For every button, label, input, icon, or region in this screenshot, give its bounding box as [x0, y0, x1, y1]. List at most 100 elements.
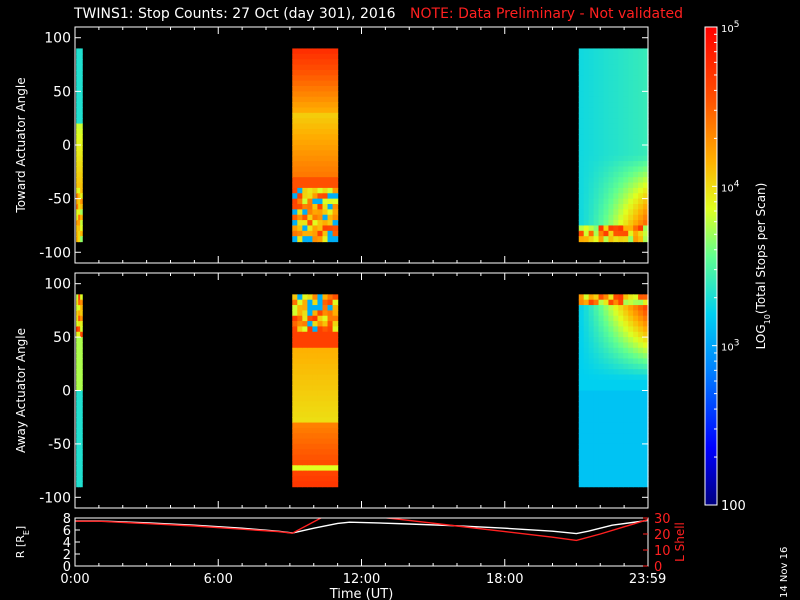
heatmap-cell — [302, 69, 308, 76]
heatmap-cell — [633, 475, 639, 482]
heatmap-cell — [78, 475, 81, 482]
heatmap-cell — [638, 395, 644, 402]
heatmap-cell — [598, 347, 605, 354]
heatmap-cell — [292, 155, 298, 162]
heatmap-cell — [628, 427, 634, 434]
heatmap-cell — [608, 401, 614, 408]
heatmap-cell — [593, 401, 600, 408]
heatmap-cell — [332, 406, 339, 413]
heatmap-cell — [633, 128, 639, 135]
heatmap-cell — [638, 406, 644, 413]
heatmap-cell — [76, 48, 79, 55]
heatmap-cell — [76, 128, 79, 135]
heatmap-cell — [638, 161, 644, 168]
heatmap-cell — [598, 198, 605, 205]
heatmap-cell — [643, 204, 649, 210]
heatmap-cell — [618, 475, 624, 482]
heatmap-cell — [297, 96, 303, 103]
heatmap-cell — [322, 155, 329, 162]
heatmap-cell — [608, 171, 614, 178]
heatmap-block — [76, 294, 83, 488]
heatmap-cell — [583, 214, 590, 221]
heatmap-cell — [633, 150, 639, 157]
heatmap-cell — [643, 353, 649, 360]
heatmap-cell — [578, 379, 585, 386]
heatmap-cell — [78, 123, 81, 130]
heatmap-cell — [297, 299, 303, 306]
heatmap-cell — [583, 321, 590, 328]
heatmap-cell — [332, 59, 339, 66]
heatmap-cell — [608, 198, 614, 205]
ytick-label-right: 30 — [654, 512, 671, 527]
heatmap-cell — [628, 321, 634, 328]
heatmap-cell — [598, 59, 605, 66]
heatmap-cell — [603, 118, 610, 125]
heatmap-cell — [603, 395, 610, 402]
ytick-label: -100 — [39, 490, 71, 506]
heatmap-cell — [80, 171, 83, 178]
heatmap-cell — [583, 449, 590, 456]
heatmap-cell — [618, 150, 624, 157]
heatmap-cell — [623, 401, 629, 408]
heatmap-cell — [312, 64, 319, 71]
heatmap-cell — [297, 53, 303, 60]
heatmap-cell — [322, 209, 329, 216]
heatmap-cell — [302, 150, 308, 157]
heatmap-cell — [578, 187, 585, 194]
heatmap-cell — [297, 209, 303, 216]
heatmap-cell — [598, 118, 605, 125]
xtick-label: 23:59 — [629, 572, 666, 587]
heatmap-cell — [307, 438, 314, 445]
heatmap-cell — [327, 150, 334, 157]
heatmap-cell — [618, 449, 624, 456]
heatmap-cell — [312, 236, 319, 243]
heatmap-cell — [623, 150, 629, 157]
heatmap-cell — [613, 128, 619, 135]
heatmap-cell — [628, 134, 634, 141]
heatmap-cell — [608, 427, 614, 434]
heatmap-cell — [302, 427, 308, 434]
heatmap-cell — [633, 310, 639, 317]
heatmap-cell — [76, 337, 79, 344]
heatmap-cell — [327, 326, 334, 333]
heatmap-cell — [618, 411, 624, 418]
heatmap-cell — [643, 331, 649, 338]
heatmap-cell — [623, 481, 629, 488]
heatmap-cell — [593, 166, 600, 173]
heatmap-cell — [317, 422, 324, 429]
heatmap-cell — [583, 102, 590, 109]
heatmap-cell — [80, 139, 83, 146]
heatmap-cell — [292, 342, 298, 349]
heatmap-cell — [76, 299, 79, 306]
heatmap-cell — [628, 358, 634, 365]
heatmap-cell — [292, 96, 298, 103]
heatmap-cell — [618, 209, 624, 216]
heatmap-cell — [593, 475, 600, 482]
heatmap-cell — [603, 80, 610, 87]
heatmap-cell — [608, 150, 614, 157]
heatmap-cell — [633, 363, 639, 370]
heatmap-cell — [317, 166, 324, 173]
heatmap-cell — [583, 454, 590, 461]
heatmap-cell — [80, 177, 83, 184]
heatmap-cell — [633, 193, 639, 200]
ytick-label: 0 — [62, 138, 71, 154]
heatmap-cell — [603, 230, 610, 237]
heatmap-cell — [598, 427, 605, 434]
heatmap-cell — [292, 102, 298, 109]
heatmap-cell — [578, 438, 585, 445]
heatmap-cell — [613, 449, 619, 456]
heatmap-cell — [332, 401, 339, 408]
heatmap-cell — [588, 305, 595, 311]
heatmap-cell — [628, 209, 634, 216]
heatmap-cell — [317, 294, 324, 301]
heatmap-cell — [623, 433, 629, 440]
heatmap-cell — [588, 353, 595, 360]
heatmap-cell — [332, 358, 339, 365]
heatmap-cell — [588, 475, 595, 482]
heatmap-cell — [618, 470, 624, 477]
heatmap-cell — [583, 150, 590, 157]
heatmap-cell — [583, 204, 590, 210]
heatmap-cell — [598, 401, 605, 408]
heatmap-cell — [638, 53, 644, 60]
